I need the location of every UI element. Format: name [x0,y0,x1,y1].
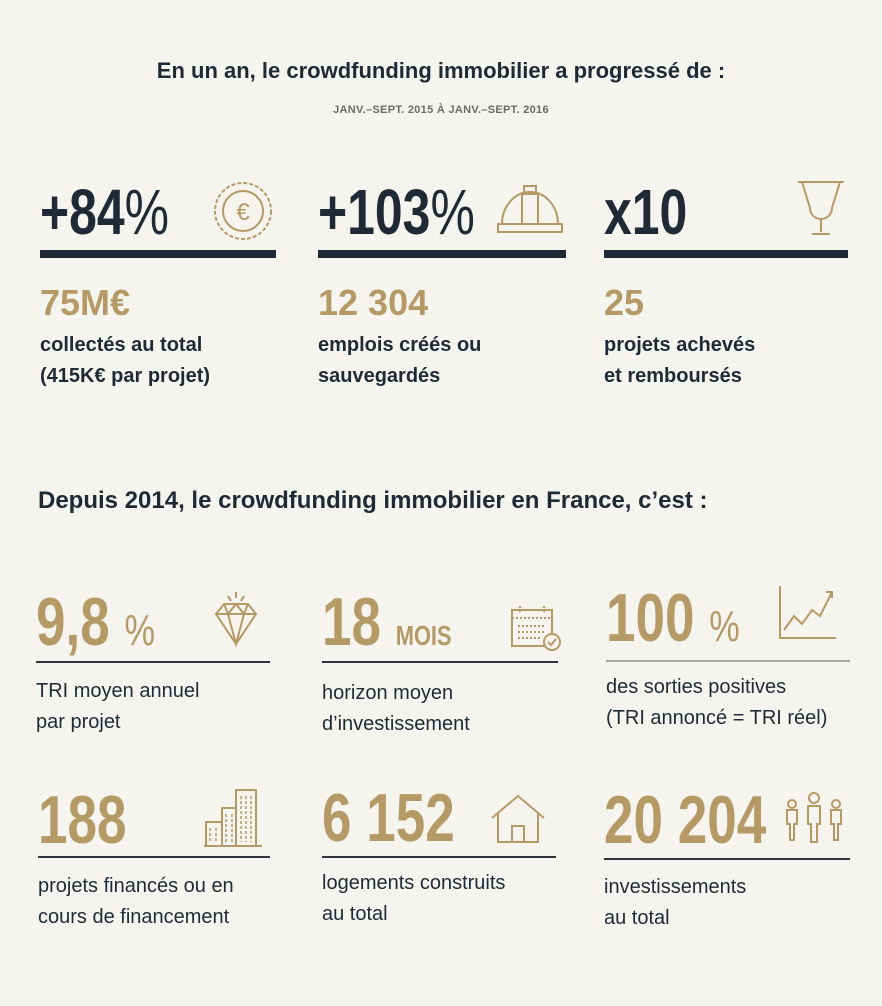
main-title: En un an, le crowdfunding immobilier a p… [156,58,726,83]
stat-description: collectés au total (415K€ par projet) [40,334,211,387]
divider-line [322,661,558,663]
period-subtitle: JANV.–SEPT. 2015 À JANV.–SEPT. 2016 [333,104,549,116]
trophy-icon [798,181,844,235]
stat-description: TRI moyen annuel par projet [36,680,200,733]
calendar-icon [511,606,561,651]
stat-description: projets financés ou en cours de financeme… [38,875,234,928]
divider-bar [40,250,276,258]
stat-value: 188 [38,782,127,858]
growth-value: x10 [604,176,688,248]
stat-value: 100 % [606,580,740,656]
divider-bar [604,250,848,258]
divider-bar [318,250,566,258]
growth-value: +103% [318,176,475,248]
stat-description: horizon moyen d’investissement [322,682,470,735]
stat-value: 25 [604,282,645,323]
stat-description: des sorties positives (TRI annoncé = TRI … [606,676,828,729]
people-icon [786,792,842,843]
stat-description: emplois créés ou sauvegardés [318,334,482,387]
stat-value: 9,8 % [36,584,155,660]
stat-value: 12 304 [318,282,429,323]
euro-coin-icon: € [214,182,272,240]
stat-description: logements construits au total [322,872,506,925]
stat-description: projets achevés et remboursés [604,334,756,387]
growth-chart-icon [779,586,836,639]
divider-line [36,661,270,663]
diamond-icon [214,592,258,648]
buildings-icon [204,789,262,847]
growth-value: +84% [40,176,170,248]
divider-line [322,856,556,858]
svg-text:€: € [236,199,250,226]
stat-value: 75M€ [40,282,131,323]
house-icon [491,794,545,843]
stat-value: 20 204 [604,782,767,858]
stat-value: 18 MOIS [322,584,452,660]
stat-value: 6 152 [322,780,455,856]
stat-description: investissements au total [604,876,747,929]
hard-hat-icon [497,185,563,233]
divider-line [38,856,270,858]
section-title: Depuis 2014, le crowdfunding immobilier … [38,487,708,514]
divider-line [606,660,850,662]
divider-line [604,858,850,860]
